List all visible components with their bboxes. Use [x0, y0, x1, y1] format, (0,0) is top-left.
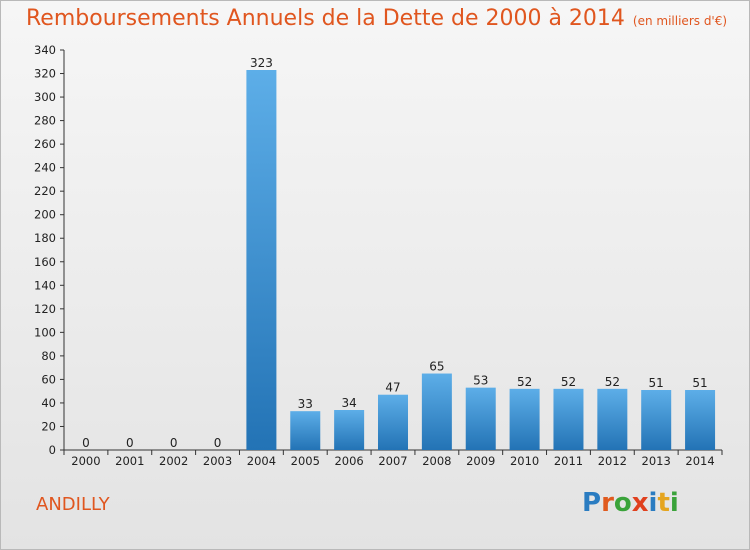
data-label-2007: 47 — [385, 381, 400, 395]
logo-letter: o — [613, 488, 632, 518]
y-tick-label: 160 — [34, 255, 56, 269]
x-tick-label: 2008 — [422, 454, 451, 468]
data-label-2014: 51 — [692, 376, 707, 390]
proxiti-logo: Proxiti — [582, 488, 679, 518]
bar-2006 — [334, 410, 365, 450]
chart-unit: (en milliers d'€) — [632, 14, 728, 28]
y-tick-label: 200 — [34, 208, 56, 222]
x-tick-label: 2014 — [685, 454, 714, 468]
data-label-2012: 52 — [605, 375, 620, 389]
logo-letter: t — [657, 488, 670, 518]
logo-letter: r — [601, 488, 614, 518]
chart-title: Remboursements Annuels de la Dette de 20… — [26, 6, 727, 31]
x-tick-label: 2007 — [378, 454, 407, 468]
data-label-2010: 52 — [517, 375, 532, 389]
x-tick-label: 2001 — [115, 454, 144, 468]
bar-2010 — [509, 388, 540, 450]
x-tick-label: 2011 — [554, 454, 583, 468]
y-tick-label: 240 — [34, 161, 56, 175]
y-tick-label: 260 — [34, 137, 56, 151]
logo-letter: i — [648, 488, 658, 518]
data-label-2013: 51 — [649, 376, 664, 390]
x-tick-label: 2012 — [598, 454, 627, 468]
bar-2008 — [421, 373, 452, 450]
data-label-2009: 53 — [473, 374, 488, 388]
y-tick-label: 40 — [41, 396, 56, 410]
bar-2009 — [465, 387, 496, 450]
x-tick-label: 2003 — [203, 454, 232, 468]
y-tick-label: 60 — [41, 372, 56, 386]
bar-2014 — [685, 390, 716, 450]
bar-2011 — [553, 388, 584, 450]
bar-2013 — [641, 390, 672, 450]
y-tick-label: 140 — [34, 278, 56, 292]
logo-letter: x — [631, 488, 649, 518]
y-tick-label: 300 — [34, 90, 56, 104]
logo-letter: P — [582, 488, 602, 518]
y-tick-label: 340 — [34, 43, 56, 57]
data-label-2004: 323 — [250, 56, 273, 70]
data-label-2008: 65 — [429, 360, 444, 374]
y-tick-label: 320 — [34, 67, 56, 81]
y-tick-label: 280 — [34, 114, 56, 128]
x-tick-label: 2005 — [291, 454, 320, 468]
y-tick-label: 100 — [34, 325, 56, 339]
data-label-2002: 0 — [170, 436, 178, 450]
x-tick-label: 2013 — [642, 454, 671, 468]
y-tick-label: 20 — [41, 419, 56, 433]
x-tick-label: 2000 — [71, 454, 100, 468]
x-tick-label: 2004 — [247, 454, 276, 468]
bar-2004 — [246, 70, 277, 450]
x-tick-label: 2002 — [159, 454, 188, 468]
data-label-2000: 0 — [82, 436, 90, 450]
data-label-2005: 33 — [298, 397, 313, 411]
data-label-2003: 0 — [214, 436, 222, 450]
bar-2012 — [597, 388, 628, 450]
logo-letter: i — [669, 488, 679, 518]
y-tick-label: 220 — [34, 184, 56, 198]
data-label-2006: 34 — [341, 396, 356, 410]
x-tick-label: 2010 — [510, 454, 539, 468]
y-tick-label: 120 — [34, 302, 56, 316]
bar-2005 — [290, 411, 321, 450]
bar-2007 — [378, 394, 408, 450]
commune-name: ANDILLY — [36, 494, 110, 515]
data-label-2011: 52 — [561, 375, 576, 389]
y-tick-label: 80 — [41, 349, 56, 363]
y-tick-label: 180 — [34, 231, 56, 245]
x-tick-label: 2009 — [466, 454, 495, 468]
y-tick-label: 0 — [49, 443, 56, 457]
data-label-2001: 0 — [126, 436, 134, 450]
x-tick-label: 2006 — [334, 454, 363, 468]
chart-title-text: Remboursements Annuels de la Dette de 20… — [26, 6, 625, 31]
